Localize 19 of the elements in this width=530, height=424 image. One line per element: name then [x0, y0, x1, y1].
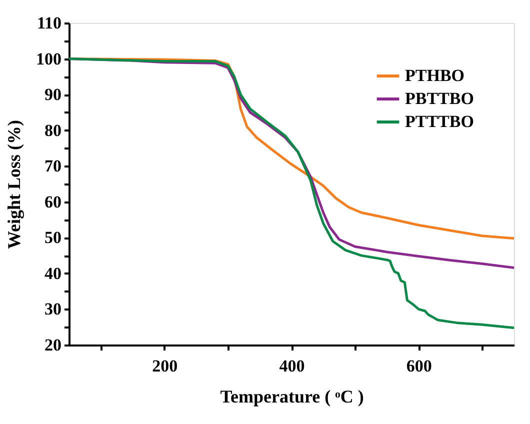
- y-tick-label: 40: [44, 264, 62, 283]
- legend-label: PBTTBO: [405, 89, 474, 108]
- legend-label: PTTTBO: [405, 112, 474, 131]
- y-tick-label: 100: [36, 49, 62, 68]
- y-tick-label: 80: [44, 120, 62, 140]
- y-tick-label: 30: [44, 300, 62, 319]
- line-series: [68, 58, 516, 330]
- y-tick-label: 50: [44, 228, 62, 248]
- x-tick-label: 400: [279, 356, 305, 376]
- y-axis-title: Weight Loss (%): [4, 120, 24, 250]
- y-tick-label: 60: [44, 192, 62, 212]
- y-tick-label: 20: [44, 336, 62, 354]
- y-tick-label: 90: [44, 85, 62, 104]
- legend-label: PTHBO: [405, 66, 465, 85]
- y-tick-label: 110: [36, 14, 62, 32]
- x-tick-label: 200: [152, 356, 178, 376]
- y-tick-label: 70: [44, 156, 62, 176]
- x-axis-title: Temperature ( ᵒC ): [220, 386, 364, 406]
- x-tick-label: 600: [406, 356, 432, 376]
